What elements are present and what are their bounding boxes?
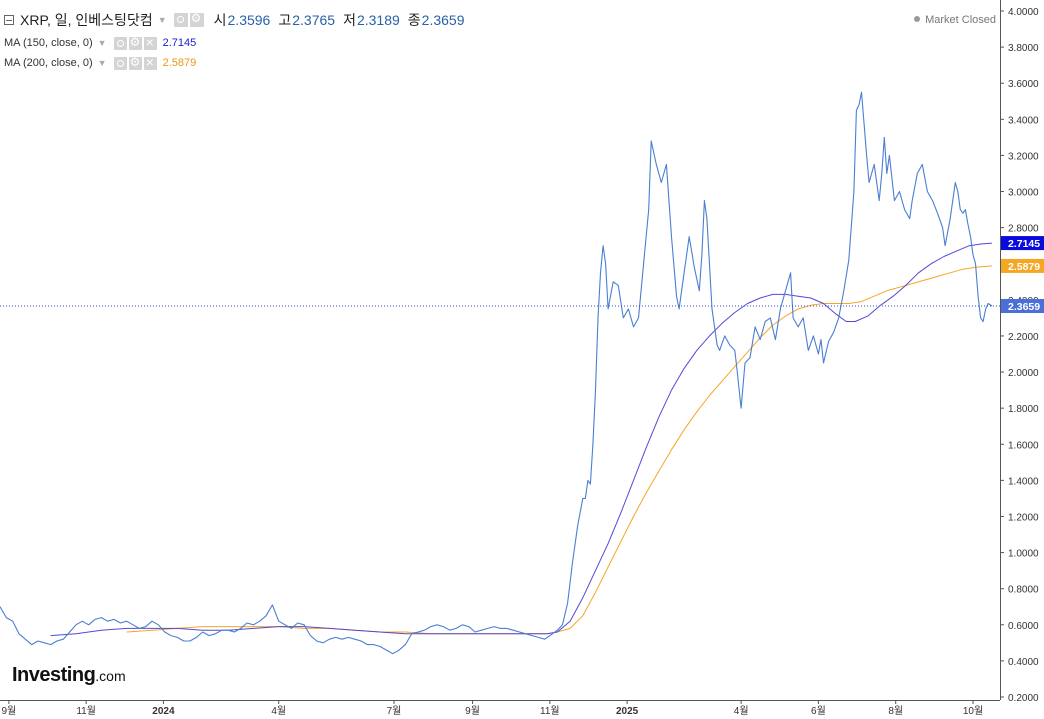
y-tick-label: 0.2000 [1008,693,1039,704]
x-tick-label: 9월 [1,705,16,717]
y-tick-label: 2.2000 [1008,332,1039,343]
y-tick-label: 1.6000 [1008,440,1039,451]
market-status: Market Closed [914,14,996,26]
ma150-legend-row: MA (150, close, 0) ▼ 2.7145 [4,34,197,51]
ma150-series-line [50,242,993,637]
x-tick-label: 11월 [540,705,560,717]
y-tick-label: 3.0000 [1008,188,1039,199]
investing-logo[interactable]: Investing.com [12,664,126,687]
y-tick-label: 0.4000 [1008,657,1039,668]
price-label-ma150: 2.7145 [1008,238,1040,250]
high-value: 2.3765 [292,12,336,28]
y-tick-label: 1.2000 [1008,512,1039,523]
chevron-down-icon[interactable]: ▼ [97,38,107,48]
gear-icon[interactable] [189,11,204,27]
x-tick-label: 9월 [465,705,480,717]
price-label-price-bg [1001,298,1044,313]
x-tick-label: 7월 [387,705,402,717]
x-tick-label: 6월 [811,705,826,717]
price-label-price: 2.3659 [1008,301,1040,313]
ma150-value: 2.7145 [162,37,197,49]
y-tick-label: 0.6000 [1008,621,1039,632]
eye-icon[interactable] [113,56,127,70]
open-value: 2.3596 [227,12,271,28]
low-label: 저 [343,12,356,28]
gear-icon[interactable] [128,35,142,50]
close-label: 종 [407,12,421,28]
ma150-label: MA (150, close, 0) [4,37,93,49]
x-tick-label: 11월 [76,705,96,717]
price-label-ma200-bg [1001,258,1044,273]
logo-domain: .com [95,668,126,684]
x-tick-label: 2025 [616,706,639,717]
market-status-text: Market Closed [925,14,996,26]
x-tick-label: 10월 [963,705,983,717]
open-label: 시 [213,12,227,28]
y-tick-label: 1.8000 [1008,404,1039,415]
eye-icon[interactable] [113,36,127,50]
y-tick-label: 2.8000 [1008,224,1039,235]
eye-icon[interactable] [173,13,188,27]
ma200-label: MA (200, close, 0) [4,57,93,69]
y-tick-label: 3.4000 [1008,115,1039,126]
y-tick-label: 3.8000 [1008,43,1039,54]
gear-icon[interactable] [128,55,142,70]
instrument-title: XRP, 일, 인베스팅닷컴 [20,12,153,28]
chevron-down-icon[interactable]: ▼ [157,15,167,25]
x-tick-label: 4월 [271,705,286,717]
ma200-legend-row: MA (200, close, 0) ▼ 2.5879 [4,54,197,71]
chevron-down-icon[interactable]: ▼ [97,58,107,68]
status-dot-icon [914,16,921,22]
y-tick-label: 0.8000 [1008,585,1039,596]
close-value: 2.3659 [421,12,465,28]
price-label-ma150-bg [1001,236,1044,251]
y-tick-label: 1.4000 [1008,476,1039,487]
y-tick-label: 1.0000 [1008,549,1039,560]
x-tick-label: 2024 [152,706,175,717]
ma200-value: 2.5879 [162,57,197,69]
x-tick-label: 4월 [734,705,749,717]
y-tick-label: 2.0000 [1008,368,1039,379]
logo-brand: Investing [12,664,96,686]
price-label-ma200: 2.5879 [1008,261,1040,273]
close-icon[interactable] [143,54,157,70]
close-icon[interactable] [143,34,157,50]
high-label: 고 [278,12,292,28]
x-tick-label: 8월 [888,705,903,717]
y-tick-label: 4.0000 [1008,7,1039,18]
price-series-line [0,91,993,655]
low-value: 2.3189 [356,12,400,28]
main-legend-row: XRP, 일, 인베스팅닷컴 ▼ 시 2.3596 고 2.3765 저 2.3… [4,10,465,30]
collapse-legend-icon[interactable] [4,15,14,25]
y-tick-label: 3.2000 [1008,151,1039,162]
ma200-series-line [126,265,993,635]
y-tick-label: 3.6000 [1008,79,1039,90]
